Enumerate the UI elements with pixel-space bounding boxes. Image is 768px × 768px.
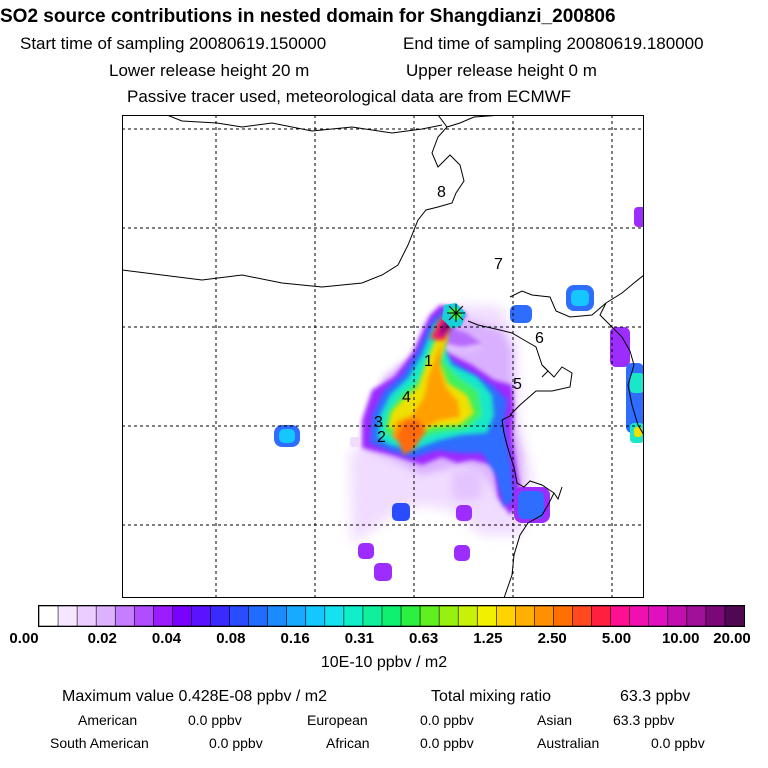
map-panel[interactable]: 1 2 3 4 5 6 7 8 [122, 115, 644, 598]
colorbar-tick-label: 0.31 [344, 630, 374, 647]
colorbar-swatch [438, 605, 459, 627]
colorbar-swatch [648, 605, 669, 627]
european-value: 0.0 ppbv [420, 712, 474, 728]
colorbar-swatch [381, 605, 402, 627]
colorbar-swatch [591, 605, 612, 627]
colorbar-swatch [153, 605, 174, 627]
region-label-8: 8 [437, 184, 446, 201]
tracer-note: Passive tracer used, meteorological data… [127, 87, 572, 106]
colorbar-tick-label: 1.25 [473, 630, 503, 647]
map-frame [122, 115, 644, 598]
maximum-value: Maximum value 0.428E-08 ppbv / m2 [62, 688, 328, 705]
colorbar-tick-label: 2.50 [537, 630, 567, 647]
colorbar-swatch [553, 605, 574, 627]
colorbar-swatch [229, 605, 250, 627]
star-crosshair-icon [447, 304, 465, 322]
colorbar-swatch [343, 605, 364, 627]
colorbar-tick-label: 10.00 [661, 630, 700, 647]
colorbar-swatch [248, 605, 269, 627]
colorbar-tick-label: 0.00 [9, 630, 39, 647]
colorbar-swatch [705, 605, 726, 627]
asian-value: 63.3 ppbv [613, 712, 675, 728]
coastlines [122, 115, 644, 598]
colorbar-swatch [572, 605, 593, 627]
colorbar-swatch [133, 605, 155, 627]
colorbar-swatch [38, 605, 59, 627]
region-label-3: 3 [374, 414, 383, 431]
colorbar-tick-label: 0.63 [409, 630, 439, 647]
colorbar-swatch [76, 605, 97, 627]
colorbar-swatch [457, 605, 479, 627]
region-label-5: 5 [513, 376, 522, 393]
colorbar-swatch [476, 605, 498, 627]
region-label-1: 1 [424, 353, 433, 370]
asian-label: Asian [537, 712, 573, 728]
colorbar-swatch [95, 605, 117, 627]
colorbar-swatch [191, 605, 212, 627]
total-mixing-ratio-value: 63.3 ppbv [620, 688, 691, 705]
plume-yellow-orange [388, 329, 474, 455]
colorbar-swatch [114, 605, 136, 627]
colorbar-swatch [172, 605, 193, 627]
colorbar-tick-label: 0.08 [216, 630, 246, 647]
colorbar-tick-label: 0.16 [280, 630, 310, 647]
end-time: End time of sampling 20080619.180000 [403, 34, 704, 53]
region-label-7: 7 [494, 256, 503, 273]
colorbar-swatch [267, 605, 288, 627]
colorbar-tick-label: 20.00 [713, 630, 751, 647]
region-label-4: 4 [402, 389, 411, 406]
lower-release-height: Lower release height 20 m [109, 61, 310, 80]
region-label-2: 2 [377, 429, 386, 446]
isolated-blobs [274, 207, 644, 581]
map-background [122, 115, 644, 598]
colorbar-swatch [305, 605, 326, 627]
colorbar-swatch [724, 605, 745, 627]
colorbar-swatch [610, 605, 631, 627]
region-labels: 1 2 3 4 5 6 7 8 [374, 184, 544, 446]
colorbar-swatch [362, 605, 383, 627]
colorbar-swatch [57, 605, 78, 627]
african-label: African [326, 735, 370, 751]
region-label-6: 6 [535, 330, 544, 347]
american-value: 0.0 ppbv [188, 712, 242, 728]
colorbar-swatch [286, 605, 307, 627]
colorbar-tick-label: 0.02 [87, 630, 117, 647]
colorbar-frame [38, 605, 745, 627]
colorbar [38, 605, 745, 627]
total-mixing-ratio-label: Total mixing ratio [431, 688, 552, 705]
colorbar-swatch [495, 605, 517, 627]
colorbar-swatch [400, 605, 421, 627]
colorbar-tick-label: 5.00 [601, 630, 632, 647]
european-label: European [307, 712, 368, 728]
colorbar-swatch [419, 605, 440, 627]
south-american-label: South American [50, 735, 149, 751]
colorbar-unit: 10E-10 ppbv / m2 [320, 654, 448, 671]
colorbar-swatch [534, 605, 555, 627]
plot-title-text: SO2 source contributions in nested domai… [0, 6, 616, 27]
colorbar-swatch [686, 605, 707, 627]
colorbar-swatch [210, 605, 231, 627]
australian-value: 0.0 ppbv [651, 735, 705, 751]
australian-label: Australian [537, 735, 600, 751]
colorbar-swatch [515, 605, 536, 627]
lat-lon-grid [122, 115, 644, 598]
colorbar-swatch [667, 605, 688, 627]
south-american-value: 0.0 ppbv [209, 735, 263, 751]
upper-release-height: Upper release height 0 m [406, 61, 597, 80]
colorbar-swatch [324, 605, 345, 627]
start-time: Start time of sampling 20080619.150000 [20, 34, 327, 53]
american-label: American [78, 712, 138, 728]
colorbar-tick-label: 0.04 [151, 630, 182, 647]
map-svg[interactable]: 1 2 3 4 5 6 7 8 [122, 115, 644, 598]
colorbar-swatch [629, 605, 650, 627]
african-value: 0.0 ppbv [420, 735, 474, 751]
